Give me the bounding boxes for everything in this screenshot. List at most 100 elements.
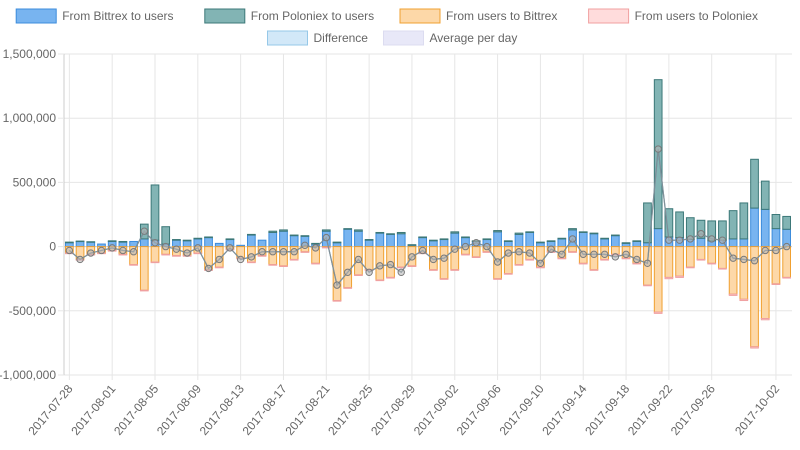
bar[interactable]: [675, 211, 684, 239]
bar[interactable]: [64, 242, 74, 248]
bar[interactable]: [139, 238, 149, 248]
bar[interactable]: [439, 239, 449, 248]
bar[interactable]: [536, 266, 545, 269]
bar[interactable]: [343, 228, 353, 230]
bar[interactable]: [707, 246, 717, 264]
bar[interactable]: [450, 231, 460, 234]
bar[interactable]: [118, 253, 128, 256]
data-point[interactable]: [740, 255, 748, 264]
data-point[interactable]: [76, 255, 84, 264]
bar[interactable]: [268, 231, 278, 248]
data-point[interactable]: [782, 242, 791, 251]
data-point[interactable]: [172, 245, 181, 253]
bar[interactable]: [386, 233, 395, 235]
bar[interactable]: [632, 240, 642, 242]
bar[interactable]: [428, 239, 438, 242]
bar[interactable]: [739, 238, 749, 248]
bar[interactable]: [139, 246, 149, 291]
bar[interactable]: [760, 208, 770, 248]
bar[interactable]: [375, 232, 385, 248]
bar[interactable]: [439, 246, 449, 280]
bar[interactable]: [311, 242, 320, 245]
bar[interactable]: [289, 258, 299, 261]
bar[interactable]: [739, 202, 749, 240]
bar[interactable]: [482, 238, 492, 241]
bar[interactable]: [718, 246, 727, 269]
data-point[interactable]: [354, 255, 363, 264]
data-point[interactable]: [418, 246, 427, 255]
bar[interactable]: [653, 246, 663, 313]
bar[interactable]: [129, 264, 138, 266]
bar[interactable]: [354, 229, 363, 232]
legend-item[interactable]: Average per day: [383, 30, 518, 46]
data-point[interactable]: [333, 281, 341, 289]
bar[interactable]: [675, 275, 684, 278]
bar[interactable]: [696, 219, 706, 239]
data-point[interactable]: [461, 242, 470, 251]
bar[interactable]: [182, 240, 192, 248]
data-point[interactable]: [162, 242, 170, 251]
bar[interactable]: [172, 239, 181, 241]
data-point[interactable]: [87, 249, 95, 257]
bar[interactable]: [321, 246, 331, 249]
legend-item[interactable]: Difference: [267, 30, 369, 46]
data-point[interactable]: [600, 250, 609, 259]
bar[interactable]: [771, 214, 781, 230]
bar[interactable]: [354, 230, 363, 248]
bar[interactable]: [482, 251, 492, 253]
bar[interactable]: [525, 258, 535, 261]
bar[interactable]: [289, 235, 299, 248]
bar[interactable]: [760, 180, 770, 210]
bar[interactable]: [182, 239, 192, 242]
legend-item[interactable]: From users to Bittrex: [399, 8, 557, 24]
bar[interactable]: [375, 279, 385, 282]
data-point[interactable]: [558, 250, 566, 259]
data-point[interactable]: [718, 236, 727, 244]
data-point[interactable]: [108, 244, 116, 252]
bar[interactable]: [225, 238, 235, 241]
bar[interactable]: [75, 240, 85, 248]
bar[interactable]: [268, 264, 278, 266]
bar[interactable]: [536, 241, 545, 244]
bar[interactable]: [461, 236, 470, 239]
bar[interactable]: [471, 256, 481, 259]
data-point[interactable]: [311, 244, 320, 252]
bar[interactable]: [246, 233, 256, 236]
bar[interactable]: [610, 246, 620, 255]
bar[interactable]: [407, 265, 417, 268]
bar[interactable]: [632, 240, 642, 248]
data-point[interactable]: [451, 245, 459, 253]
data-point[interactable]: [386, 260, 395, 269]
bar[interactable]: [750, 158, 759, 209]
legend-item[interactable]: From users to Poloniex: [588, 8, 758, 24]
bar[interactable]: [621, 242, 631, 244]
bar[interactable]: [739, 246, 749, 300]
bar[interactable]: [343, 246, 353, 289]
bar[interactable]: [664, 276, 674, 280]
bar[interactable]: [600, 237, 610, 240]
bar[interactable]: [750, 346, 759, 349]
bar[interactable]: [204, 237, 213, 248]
data-point[interactable]: [140, 227, 148, 235]
bar[interactable]: [568, 228, 577, 231]
data-point[interactable]: [194, 244, 202, 252]
bar[interactable]: [257, 255, 267, 257]
bar[interactable]: [782, 246, 792, 278]
bar[interactable]: [739, 298, 749, 302]
bar[interactable]: [450, 232, 460, 248]
data-point[interactable]: [568, 235, 577, 243]
bar[interactable]: [172, 255, 181, 257]
bar[interactable]: [118, 240, 128, 243]
bar[interactable]: [685, 246, 695, 268]
bar[interactable]: [643, 284, 652, 287]
data-point[interactable]: [472, 239, 480, 247]
data-point[interactable]: [226, 244, 234, 252]
bar[interactable]: [150, 261, 160, 264]
data-point[interactable]: [429, 255, 438, 264]
bar[interactable]: [289, 234, 299, 237]
bar[interactable]: [503, 240, 513, 248]
bar[interactable]: [771, 228, 781, 248]
bar[interactable]: [268, 230, 278, 233]
bar[interactable]: [396, 231, 406, 235]
bar[interactable]: [428, 269, 438, 271]
